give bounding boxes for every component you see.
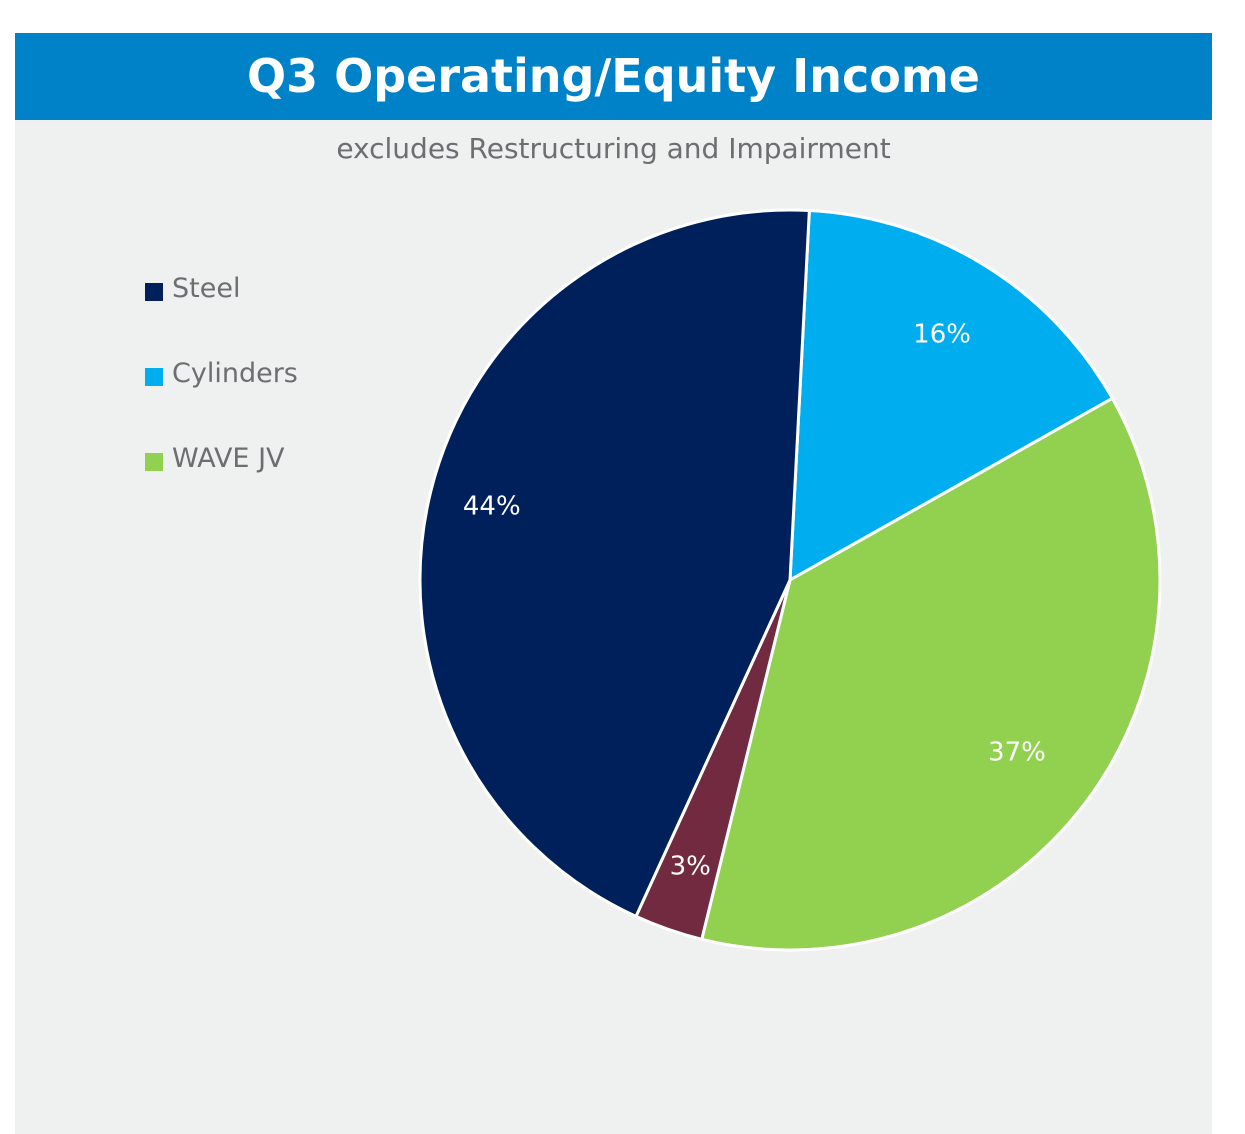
legend-label-wave-jv: WAVE JV — [172, 443, 285, 474]
data-label-wave-jv: 37% — [988, 737, 1046, 767]
pie-slice-wave-jv — [699, 396, 1162, 952]
pie-slices — [418, 208, 1162, 952]
chart-subtitle: excludes Restructuring and Impairment — [336, 132, 891, 165]
legend-label-steel: Steel — [172, 273, 241, 304]
pie-labels: 16% 37% 3% 44% — [463, 320, 1046, 882]
pie-slice-steel — [418, 208, 811, 919]
legend-swatch-wave-jv — [145, 453, 163, 471]
pie-slice-cylinders — [788, 208, 1115, 583]
data-label-other: 3% — [670, 852, 711, 882]
legend-label-cylinders: Cylinders — [172, 358, 298, 389]
data-label-steel: 44% — [463, 492, 521, 522]
data-label-cylinders: 16% — [913, 320, 971, 350]
chart-title: Q3 Operating/Equity Income — [246, 49, 981, 103]
legend-swatch-cylinders — [145, 368, 163, 386]
legend-swatch-steel — [145, 283, 163, 301]
title-bar: Q3 Operating/Equity Income — [15, 33, 1212, 120]
